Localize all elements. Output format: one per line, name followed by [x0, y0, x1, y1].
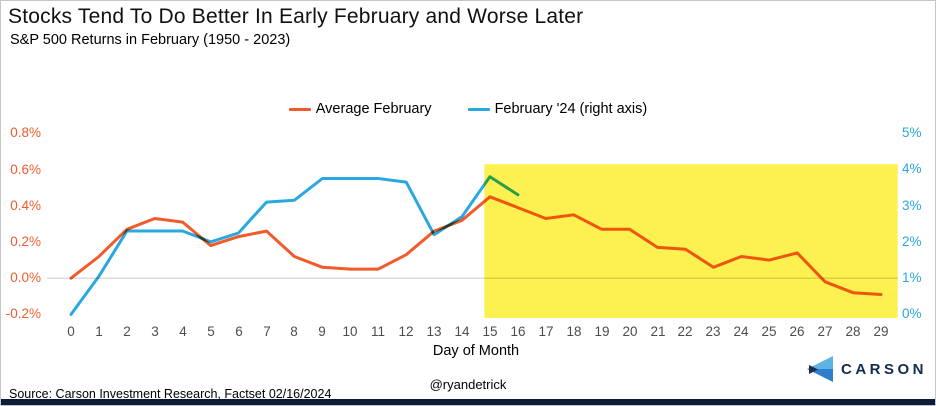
- right-axis-tick: 1%: [902, 270, 922, 285]
- author-handle: @ryandetrick: [429, 377, 507, 392]
- legend-swatch-orange: [288, 107, 311, 111]
- legend-item-average-february: Average February: [288, 101, 432, 117]
- x-axis-tick: 4: [179, 324, 187, 339]
- late-february-highlight: [484, 164, 898, 319]
- x-axis-tick: 17: [538, 324, 554, 339]
- x-axis-tick: 12: [398, 324, 414, 339]
- x-axis-tick: 8: [290, 324, 298, 339]
- left-axis-tick: 0.4%: [10, 198, 41, 213]
- right-axis-tick: 5%: [902, 125, 922, 140]
- legend-swatch-blue: [467, 107, 490, 111]
- x-axis-tick: 23: [705, 324, 721, 339]
- x-axis-tick: 15: [482, 324, 498, 339]
- x-axis-tick: 22: [677, 324, 693, 339]
- left-axis-tick: -0.2%: [5, 306, 41, 321]
- x-axis-tick: 1: [95, 324, 103, 339]
- left-axis-tick: 0.8%: [10, 125, 41, 140]
- x-axis-tick: 0: [67, 324, 75, 339]
- x-axis-tick: 9: [318, 324, 326, 339]
- left-axis-tick: 0.6%: [10, 162, 41, 177]
- x-axis-tick: 7: [263, 324, 271, 339]
- x-axis-tick: 3: [151, 324, 159, 339]
- x-axis-tick: 27: [817, 324, 833, 339]
- x-axis-tick: 14: [454, 324, 470, 339]
- bottom-accent-bar: [1, 399, 935, 405]
- february-24-line: [69, 175, 520, 316]
- x-axis-tick: 26: [789, 324, 805, 339]
- legend-label: Average February: [315, 101, 432, 117]
- left-axis-tick: 0.0%: [10, 270, 41, 285]
- x-axis-tick: 13: [426, 324, 442, 339]
- x-axis-tick: 11: [370, 324, 385, 339]
- legend-label: February '24 (right axis): [494, 101, 648, 117]
- x-axis-tick: 6: [235, 324, 243, 339]
- right-axis-tick: 3%: [902, 198, 922, 213]
- x-axis-tick: 21: [650, 324, 666, 339]
- x-axis-tick: 28: [845, 324, 861, 339]
- x-axis-tick: 19: [594, 324, 610, 339]
- right-axis-tick: 2%: [902, 234, 922, 249]
- carson-logo: CARSON: [807, 356, 927, 382]
- right-axis-tick: 0%: [902, 306, 922, 321]
- x-axis-tick: 25: [761, 324, 777, 339]
- x-axis-tick: 20: [622, 324, 638, 339]
- legend-item-february-24: February '24 (right axis): [467, 101, 648, 117]
- x-axis-tick: 18: [566, 324, 582, 339]
- carson-chevron-icon: [807, 356, 833, 382]
- chart-subtitle: S&P 500 Returns in February (1950 - 2023…: [10, 32, 291, 48]
- x-axis-tick: 24: [733, 324, 749, 339]
- chart-title: Stocks Tend To Do Better In Early Februa…: [8, 5, 584, 28]
- x-axis-tick: 5: [207, 324, 215, 339]
- x-axis-title: Day of Month: [432, 343, 520, 359]
- legend: Average February February '24 (right axi…: [1, 101, 935, 117]
- x-axis-tick: 10: [342, 324, 358, 339]
- source-note: Source: Carson Investment Research, Fact…: [9, 387, 332, 401]
- left-axis-tick: 0.2%: [10, 234, 41, 249]
- x-axis-tick: 2: [123, 324, 131, 339]
- carson-wordmark: CARSON: [841, 360, 928, 378]
- x-axis-tick: 29: [873, 324, 889, 339]
- right-axis-tick: 4%: [902, 161, 922, 176]
- x-axis-tick: 16: [510, 324, 526, 339]
